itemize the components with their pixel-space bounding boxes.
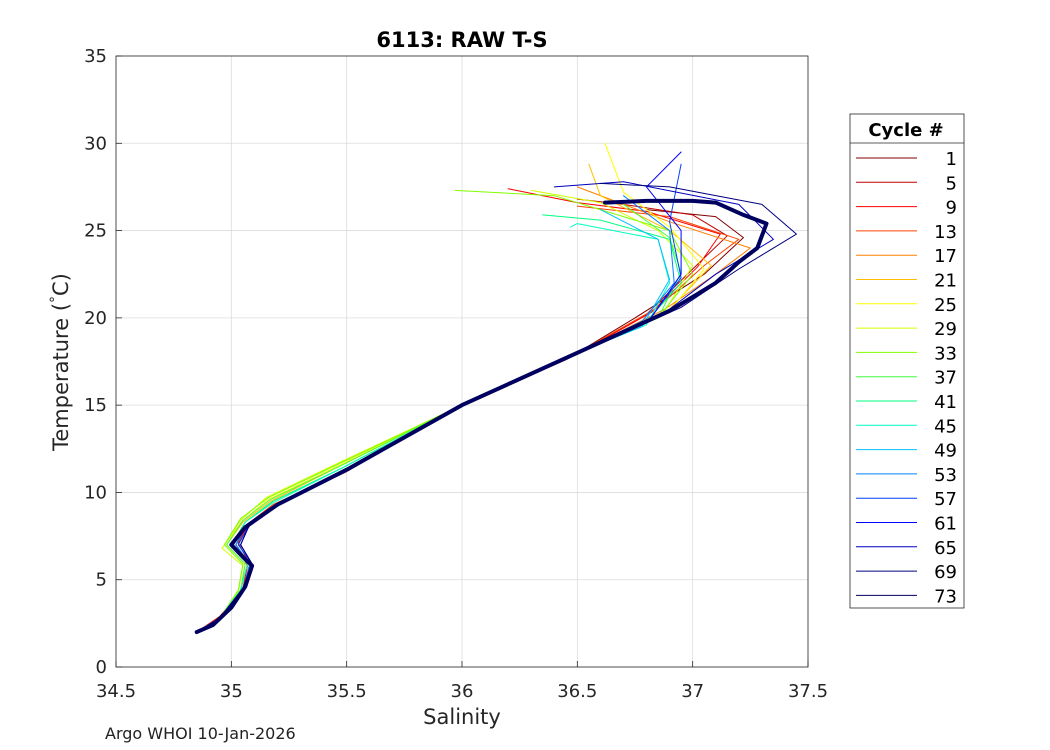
series-line-cycle-73 [194,198,769,635]
x-tick-label: 36.5 [557,681,597,702]
legend-entry-label: 21 [934,271,957,292]
legend-entry-label: 1 [946,149,957,170]
series-lines [194,142,797,635]
series-line-cycle-33 [196,189,694,633]
legend-title: Cycle # [868,120,943,141]
legend-entries: 1 5 9 13 17 21 25 29 33 37 41 45 49 53 57 61 65 69 73 [856,149,957,607]
legend-entry-label: 41 [934,392,957,413]
legend-entry-label: 57 [934,489,957,510]
y-tick-label: 0 [96,657,107,678]
x-tick-label: 34.5 [96,681,136,702]
y-axis-label-text: Temperature ( [49,303,73,452]
legend-entry-label: 69 [934,562,957,583]
x-tick-label: 37.5 [788,681,828,702]
y-axis-ticks: 0 5 10 15 20 25 30 35 [84,46,122,678]
legend-box [849,113,965,609]
legend-entry-label: 33 [934,343,957,364]
chart-title: 6113: RAW T-S [376,28,547,52]
legend: Cycle # 1 5 9 13 17 21 25 29 33 37 41 45 49 53 57 61 65 6… [849,113,965,609]
legend-entry-label: 37 [934,368,957,389]
x-axis-label: Salinity [423,705,501,729]
x-tick-label: 35 [220,681,243,702]
legend-entry-label: 65 [934,538,957,559]
y-tick-label: 35 [84,46,107,67]
x-tick-label: 35.5 [327,681,367,702]
legend-entry-label: 45 [934,416,957,437]
y-tick-label: 10 [84,482,107,503]
footer-credit: Argo WHOI 10-Jan-2026 [105,724,296,743]
x-tick-label: 36 [451,681,474,702]
y-axis-label-unit: C) [49,273,73,296]
legend-entry-label: 61 [934,514,957,535]
legend-entry-label: 53 [934,465,957,486]
legend-entry-label: 13 [934,222,957,243]
x-axis-ticks: 34.5 35 35.5 36 36.5 37 37.5 [96,661,828,702]
y-axis-degree-symbol: ° [48,296,64,303]
y-tick-label: 25 [84,221,107,242]
legend-entry-label: 25 [934,295,957,316]
legend-entry-label: 9 [946,198,957,219]
legend-entry-label: 5 [946,173,957,194]
legend-entry-label: 29 [934,319,957,340]
x-tick-label: 37 [681,681,704,702]
legend-entry-label: 73 [934,586,957,607]
legend-entry-label: 49 [934,441,957,462]
y-tick-label: 5 [96,570,107,591]
legend-entry-label: 17 [934,246,957,267]
y-axis-label: Temperature (°C) [48,273,73,452]
y-tick-label: 15 [84,395,107,416]
y-tick-label: 20 [84,308,107,329]
y-tick-label: 30 [84,133,107,154]
